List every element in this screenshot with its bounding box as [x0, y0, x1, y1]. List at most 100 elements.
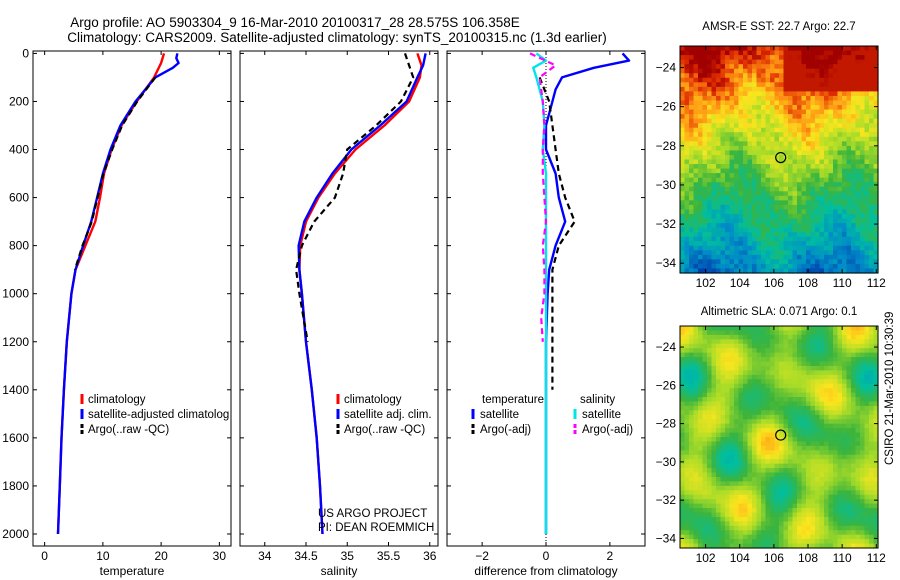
sla_map-cell [702, 534, 708, 540]
sst_map-cell [707, 250, 713, 256]
sla_map-cell [689, 437, 695, 443]
sla_map-cell [716, 521, 722, 527]
sla_map-cell [806, 326, 812, 332]
sst_map-cell [864, 268, 870, 274]
sla_map-cell [819, 437, 825, 443]
sla_map-cell [792, 485, 798, 491]
sla_map-cell [842, 339, 848, 345]
sst_map-cell [860, 150, 866, 156]
sla_map-cell [788, 432, 794, 438]
sst_map-cell [797, 123, 803, 129]
sst_map-cell [689, 213, 695, 220]
sst_map-cell [788, 209, 794, 215]
sst_map-cell [779, 86, 785, 92]
sst_map-cell [770, 118, 776, 124]
sst_map-cell [833, 105, 839, 111]
sla_map-cell [770, 472, 776, 478]
sla_map-cell [720, 499, 726, 505]
sla_map-cell [711, 499, 717, 505]
sla_map-cell [855, 392, 861, 398]
sla_map-cell [716, 459, 722, 465]
sla_map-cell [743, 485, 749, 491]
sla_map-cell [761, 494, 767, 500]
sst_map-cell [810, 159, 816, 165]
sla_map-cell [815, 405, 821, 411]
sla_map-cell [819, 454, 825, 460]
sla_map-cell [725, 441, 731, 447]
sla_map-cell [693, 388, 699, 394]
sst_map-cell [743, 245, 749, 251]
sla_map-cell [819, 370, 825, 376]
sla_map-cell [680, 508, 686, 514]
sst_map-cell [828, 150, 834, 156]
sla_map-cell [815, 352, 821, 358]
sst_map-cell [815, 91, 821, 97]
temperature-y-tick-label: 1600 [2, 431, 29, 445]
sla_map-cell [869, 468, 875, 474]
sla_map-x-tick-label: 102 [696, 551, 716, 565]
sla_map-cell [693, 445, 699, 451]
sla_map-cell [774, 508, 780, 514]
sla_map-cell [824, 490, 830, 496]
sst_map-cell [702, 68, 708, 74]
sst_map-cell [770, 223, 776, 229]
sla_map-cell [680, 388, 686, 394]
sst_map-cell [734, 91, 740, 97]
temperature-x-tick-label: 20 [154, 549, 168, 563]
sst_map-cell [693, 123, 699, 129]
sla_map-cell [720, 503, 726, 509]
sst_map-cell [783, 223, 789, 229]
sst_map-cell [851, 195, 857, 201]
sla_map-cell [779, 392, 785, 398]
sla_map-cell [729, 450, 735, 456]
sla_map-cell [684, 357, 690, 363]
sla_map-cell [702, 437, 708, 443]
sla_map-cell [743, 516, 749, 522]
sst_map-cell [783, 46, 789, 52]
sla_map-cell [783, 379, 789, 385]
difference-x-axis-label: difference from climatology [474, 564, 617, 578]
sst_map-cell [815, 73, 821, 79]
sla_map-cell [810, 365, 816, 371]
sla_map-cell [738, 357, 744, 363]
sst_map-cell [680, 245, 686, 251]
sst_map-cell [824, 118, 830, 124]
salinity-x-tick-label: 34 [258, 549, 272, 563]
sst_map-cell [837, 55, 843, 61]
sst_map-cell [747, 232, 753, 238]
sla_map-cell [680, 441, 686, 447]
sla_map-cell [684, 445, 690, 451]
sst_map-cell [815, 245, 821, 251]
sla_map-cell [842, 485, 848, 491]
sla_map-cell [810, 485, 816, 491]
sla_map-cell [689, 543, 695, 549]
sla_map-cell [851, 423, 857, 429]
sla_map-cell [689, 490, 695, 496]
sst_map-cell [792, 159, 798, 165]
sst_map-cell [860, 263, 866, 270]
sla_map-cell [680, 334, 686, 340]
sla_map-cell [716, 383, 722, 389]
sst_map-cell [765, 154, 771, 161]
sst_map-cell [774, 154, 780, 161]
sla_map-cell [855, 485, 861, 491]
sst_map-cell [806, 64, 812, 70]
sst_map-cell [833, 68, 839, 74]
sla_map-cell [761, 543, 767, 549]
sla_map-cell [680, 476, 686, 482]
sst_map-cell [698, 91, 704, 97]
sst_map-cell [689, 64, 695, 70]
sst_map-cell [693, 259, 699, 265]
sla_map-cell [752, 512, 758, 518]
sst_map-cell [743, 209, 749, 215]
sst_map-cell [860, 68, 866, 74]
sla_map-cell [815, 388, 821, 394]
sst_map-cell [716, 46, 722, 52]
sst_map-cell [729, 177, 735, 183]
sla_map-cell [810, 534, 816, 540]
sla_map-cell [864, 374, 870, 380]
sst_map-cell [792, 64, 798, 70]
sla_map-cell [725, 437, 731, 443]
sst_map-cell [824, 209, 830, 215]
sla_map-cell [846, 383, 852, 389]
